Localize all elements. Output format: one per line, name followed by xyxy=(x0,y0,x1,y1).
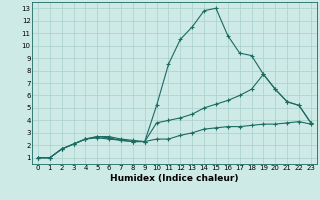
X-axis label: Humidex (Indice chaleur): Humidex (Indice chaleur) xyxy=(110,174,239,183)
